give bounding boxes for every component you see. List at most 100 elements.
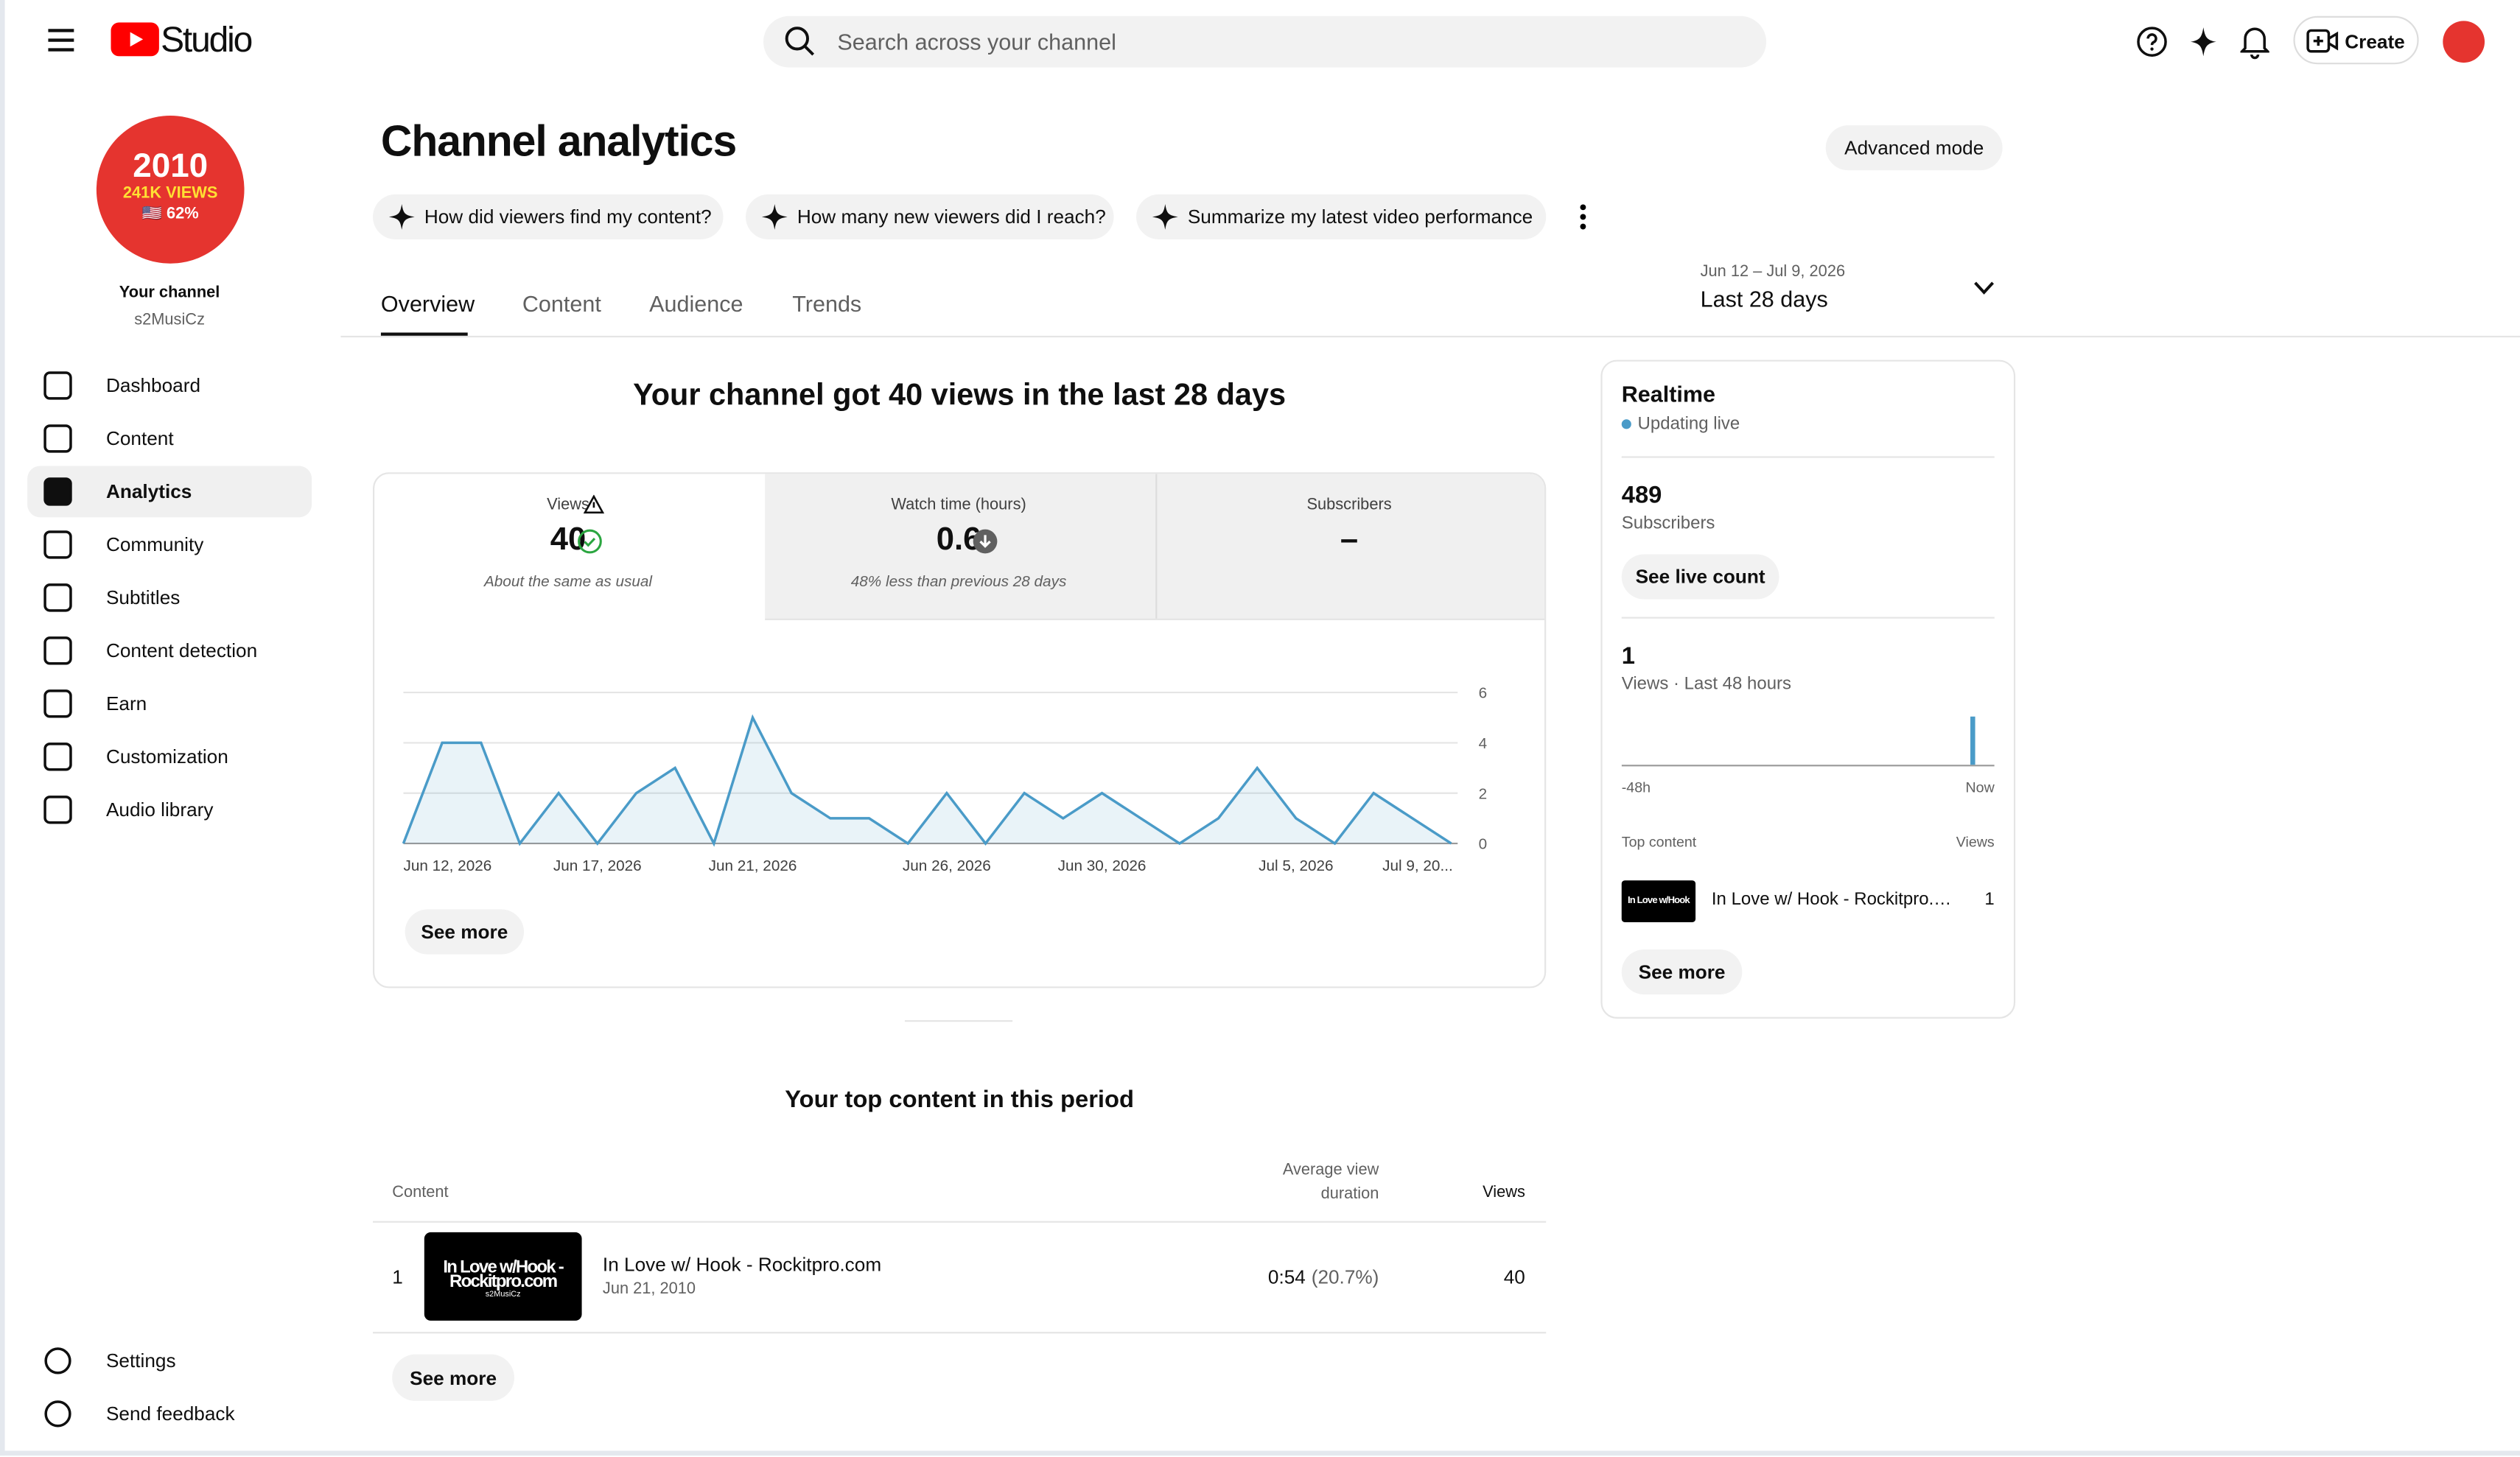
column-header: Content	[392, 1184, 449, 1202]
x-tick-label: Jul 5, 2026	[1259, 857, 1333, 874]
prompt-chip[interactable]: How did viewers find my content?	[373, 194, 724, 239]
icon-shape	[43, 636, 72, 665]
divider	[1621, 617, 1995, 619]
menu-icon[interactable]	[46, 27, 75, 53]
sparkle-icon	[761, 204, 788, 230]
icon-shape	[43, 424, 72, 453]
video-title[interactable]: In Love w/ Hook - Rockitpro.com	[602, 1253, 882, 1276]
icon-shape	[388, 204, 415, 230]
date-range[interactable]: Jun 12 – Jul 9, 2026	[1700, 263, 1846, 281]
nav-item[interactable]: Customization	[105, 745, 228, 768]
nav-item[interactable]: Subtitles	[105, 586, 181, 609]
channel-label: Your channel	[119, 284, 220, 303]
see-more-button[interactable]: See more	[392, 1354, 514, 1401]
icon-shape	[584, 538, 596, 547]
nav-item[interactable]: Settings	[105, 1349, 176, 1372]
nav-icon[interactable]	[43, 477, 72, 506]
x-tick-label: Jun 17, 2026	[553, 857, 642, 874]
nav-active-bg	[27, 466, 312, 518]
nav-icon[interactable]	[43, 742, 72, 771]
search-placeholder[interactable]: Search across your channel	[837, 29, 1116, 55]
icon-shape	[979, 535, 991, 548]
more-icon[interactable]	[1578, 203, 1588, 231]
button-label[interactable]: See more	[410, 1366, 497, 1389]
nav-icon[interactable]	[43, 689, 72, 718]
avg-view-percent: (20.7%)	[1311, 1265, 1379, 1289]
icon-shape	[1152, 204, 1178, 230]
create-label[interactable]: Create	[2345, 30, 2405, 53]
metric-value: 0.6	[936, 522, 981, 558]
nav-icon[interactable]	[43, 1400, 72, 1428]
logo-icon[interactable]	[111, 22, 159, 57]
line	[402, 714, 1452, 847]
nav-icon[interactable]	[43, 371, 72, 400]
avatar-text: 241K VIEWS	[122, 184, 218, 203]
thumbnail[interactable]: In Love w/Hook	[1621, 880, 1696, 922]
help-icon[interactable]	[2136, 26, 2169, 58]
nav-item[interactable]: Content	[105, 427, 174, 450]
nav-item[interactable]: Audio library	[105, 798, 214, 821]
live-status: Updating live	[1637, 414, 1740, 434]
button-label[interactable]: See more	[1638, 961, 1726, 983]
sparkle-icon[interactable]	[2189, 26, 2218, 58]
x-tick-label: Jun 26, 2026	[903, 857, 991, 874]
nav-item[interactable]: Content detection	[105, 639, 258, 662]
advanced-mode-button[interactable]: Advanced mode	[1825, 125, 2003, 171]
search-icon	[785, 27, 815, 56]
live-count-button[interactable]: See live count	[1621, 554, 1779, 600]
chevron-icon[interactable]	[1973, 281, 1995, 296]
row-views: 40	[1503, 1265, 1525, 1289]
y-tick-label: 0	[1479, 836, 1488, 853]
button-label[interactable]: See live count	[1635, 565, 1765, 589]
realtime-video-title[interactable]: In Love w/ Hook - Rockitpro.com	[1711, 890, 1956, 910]
icon-shape	[583, 494, 605, 514]
button-label[interactable]: Advanced mode	[1844, 136, 1984, 159]
nav-icon[interactable]	[43, 583, 72, 612]
nav-item[interactable]: Earn	[105, 692, 147, 715]
prompt-chip[interactable]: How many new viewers did I reach?	[746, 194, 1114, 239]
realtime-card	[1600, 359, 2016, 1019]
logo-text[interactable]: Studio	[161, 19, 253, 60]
live-dot	[1621, 419, 1631, 429]
account-avatar[interactable]	[2443, 21, 2485, 63]
thumbnail[interactable]: In Love w/Hook - Rockitpro.com s2MusiCz	[424, 1232, 582, 1321]
see-more-button[interactable]: See more	[1621, 949, 1743, 995]
metric-label: Views	[547, 496, 589, 514]
nav-item[interactable]: Dashboard	[105, 374, 201, 397]
nav-icon[interactable]	[43, 636, 72, 665]
icon-shape	[43, 689, 72, 718]
period[interactable]: Last 28 days	[1700, 286, 1828, 312]
nav-item[interactable]: Analytics	[105, 480, 192, 503]
views-chart: 0 2 4 6 Jun 12, 2026 Jun 17, 2026 Jun 21, 2026…	[402, 685, 1488, 874]
channel-avatar[interactable]: 2010 241K VIEWS 🇺🇸 62%	[96, 116, 245, 264]
icon-shape	[44, 1347, 71, 1375]
nav-item[interactable]: Community	[105, 533, 204, 556]
create-button[interactable]	[2293, 15, 2419, 65]
prompt-chip[interactable]: Summarize my latest video performance	[1136, 194, 1547, 239]
see-more-button[interactable]: See more	[405, 909, 525, 955]
tab[interactable]: Audience	[649, 290, 743, 317]
divider	[904, 1020, 1013, 1022]
tab[interactable]: Trends	[792, 290, 862, 317]
nav-icon[interactable]	[43, 796, 72, 824]
notifications-icon[interactable]	[2240, 24, 2269, 60]
section-title: Your top content in this period	[785, 1086, 1135, 1114]
search-box[interactable]	[763, 15, 1767, 68]
button-label[interactable]: See more	[421, 920, 508, 944]
realtime-video-views: 1	[1984, 890, 1995, 910]
nav-icon[interactable]	[43, 424, 72, 453]
nav-item[interactable]: Send feedback	[105, 1402, 235, 1425]
prompt-text[interactable]: How did viewers find my content?	[424, 206, 712, 228]
icon-shape	[43, 371, 72, 400]
prompt-text[interactable]: Summarize my latest video performance	[1187, 206, 1533, 228]
row-divider	[373, 1221, 1547, 1223]
sparkle-icon	[1152, 204, 1178, 230]
prompt-text[interactable]: How many new viewers did I reach?	[797, 206, 1106, 228]
nav-icon[interactable]	[43, 530, 72, 559]
tab[interactable]: Content	[522, 290, 601, 317]
divider	[340, 335, 2520, 338]
nav-icon[interactable]	[43, 1347, 72, 1375]
tab[interactable]: Overview	[380, 290, 475, 317]
down-icon	[973, 529, 998, 554]
headline: Your channel got 40 views in the last 28…	[633, 379, 1287, 413]
